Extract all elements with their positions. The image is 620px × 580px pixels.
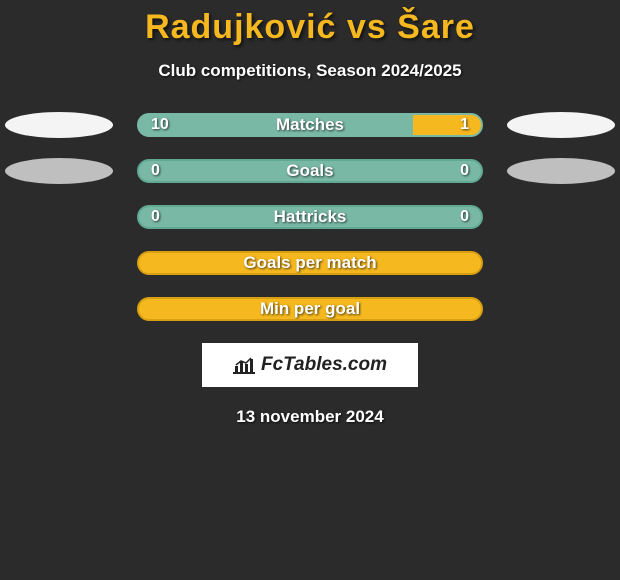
page-title: Radujković vs Šare: [0, 8, 620, 47]
logo-text: FcTables.com: [261, 354, 387, 376]
comparison-infographic: Radujković vs Šare Club competitions, Se…: [0, 0, 620, 427]
logo: FcTables.com: [233, 354, 387, 376]
date-label: 13 november 2024: [0, 407, 620, 427]
stat-row: 101Matches: [0, 113, 620, 137]
stat-bar: Goals per match: [137, 251, 483, 275]
stat-label: Matches: [139, 115, 481, 135]
stat-bar: 00Goals: [137, 159, 483, 183]
stat-bar: Min per goal: [137, 297, 483, 321]
chart-icon: [233, 356, 255, 374]
player-ellipse-left: [5, 112, 113, 138]
player-ellipse-right: [507, 158, 615, 184]
stat-label: Goals: [139, 161, 481, 181]
stat-row: 00Hattricks: [0, 205, 620, 229]
stat-row: 00Goals: [0, 159, 620, 183]
logo-box: FcTables.com: [202, 343, 418, 387]
stat-label: Hattricks: [139, 207, 481, 227]
stat-row: Min per goal: [0, 297, 620, 321]
player-ellipse-left: [5, 158, 113, 184]
stat-label: Min per goal: [139, 299, 481, 319]
player-ellipse-right: [507, 112, 615, 138]
stat-row: Goals per match: [0, 251, 620, 275]
stat-rows: 101Matches 00Goals 00Hattricks Goals per ma…: [0, 113, 620, 321]
stat-bar: 101Matches: [137, 113, 483, 137]
stat-bar: 00Hattricks: [137, 205, 483, 229]
stat-label: Goals per match: [139, 253, 481, 273]
subtitle: Club competitions, Season 2024/2025: [0, 61, 620, 81]
